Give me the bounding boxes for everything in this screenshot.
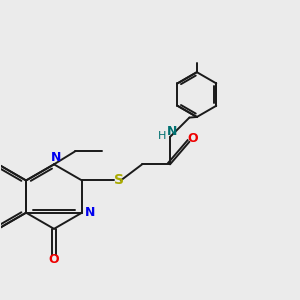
Text: H: H	[158, 131, 166, 141]
Text: N: N	[51, 151, 61, 164]
Text: O: O	[187, 132, 198, 145]
Text: S: S	[114, 173, 124, 188]
Text: N: N	[167, 125, 177, 138]
Text: N: N	[85, 206, 95, 219]
Text: O: O	[49, 253, 59, 266]
